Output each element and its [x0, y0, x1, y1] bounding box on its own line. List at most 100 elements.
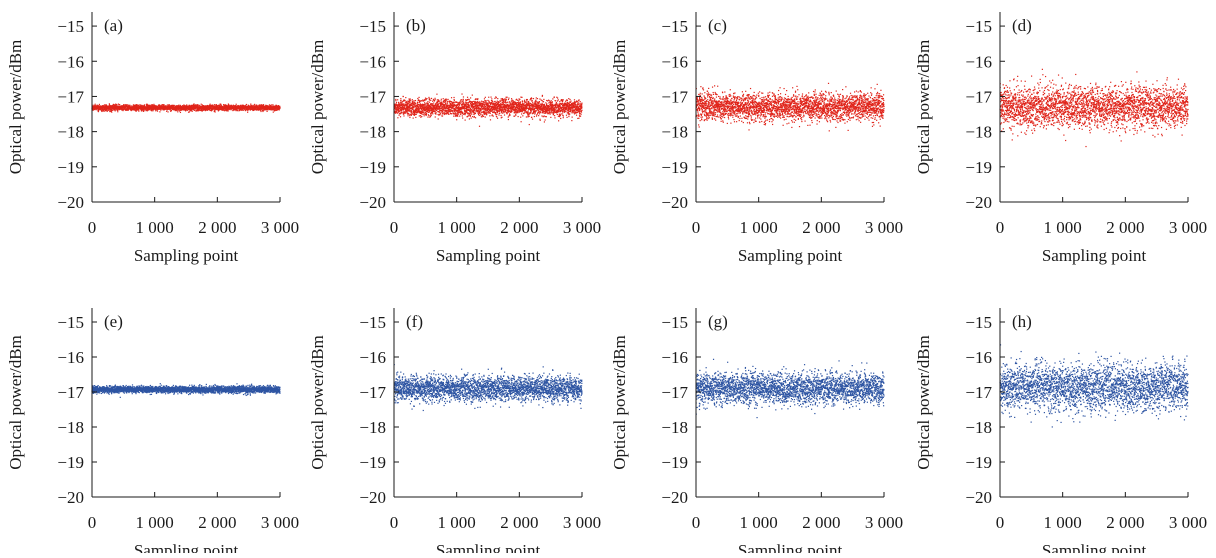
data-point [471, 111, 472, 112]
data-point [511, 111, 512, 112]
data-point [408, 114, 409, 115]
data-point [419, 115, 420, 116]
data-point [497, 118, 498, 119]
data-point [452, 110, 453, 111]
data-point [483, 116, 484, 117]
data-point [129, 105, 130, 106]
data-point [473, 101, 474, 102]
data-point [438, 118, 439, 119]
data-point [456, 119, 457, 120]
data-point [500, 115, 501, 116]
data-point [435, 99, 436, 100]
data-point [514, 110, 515, 111]
data-point [95, 104, 96, 105]
data-point [485, 102, 486, 103]
data-point [405, 97, 406, 98]
data-point [198, 104, 199, 105]
data-point [260, 110, 261, 111]
data-point [502, 113, 503, 114]
data-point [445, 101, 446, 102]
data-point [481, 109, 482, 110]
data-point [510, 102, 511, 103]
data-point [508, 107, 509, 108]
data-point [451, 113, 452, 114]
data-point [469, 105, 470, 106]
data-point [409, 111, 410, 112]
data-point [509, 101, 510, 102]
data-point [503, 111, 504, 112]
data-point [439, 114, 440, 115]
data-point [424, 115, 425, 116]
data-point [448, 112, 449, 113]
data-point [492, 100, 493, 101]
data-point [273, 104, 274, 105]
data-point [407, 111, 408, 112]
data-point [470, 115, 471, 116]
data-point [510, 110, 511, 111]
data-point [497, 108, 498, 109]
data-point [435, 111, 436, 112]
data-point [493, 116, 494, 117]
data-point [396, 102, 397, 103]
data-point [474, 116, 475, 117]
data-point [400, 98, 401, 99]
data-point [474, 109, 475, 110]
data-point [451, 101, 452, 102]
data-point [413, 106, 414, 107]
data-point [418, 107, 419, 108]
data-series [393, 93, 582, 126]
data-point [395, 99, 396, 100]
data-point [505, 100, 506, 101]
data-point [514, 106, 515, 107]
data-point [119, 104, 120, 105]
data-point [499, 113, 500, 114]
data-point [472, 101, 473, 102]
data-point [437, 99, 438, 100]
data-point [483, 106, 484, 107]
data-point [425, 103, 426, 104]
data-point [246, 104, 247, 105]
data-point [501, 98, 502, 99]
data-point [147, 110, 148, 111]
data-point [498, 114, 499, 115]
data-point [434, 98, 435, 99]
data-point [491, 103, 492, 104]
data-point [463, 99, 464, 100]
data-point [243, 110, 244, 111]
data-point [413, 109, 414, 110]
data-point [491, 98, 492, 99]
data-point [163, 104, 164, 105]
data-point [169, 104, 170, 105]
data-point [503, 100, 504, 101]
data-point [426, 114, 427, 115]
data-point [407, 115, 408, 116]
data-point [513, 107, 514, 108]
data-point [409, 102, 410, 103]
data-point [418, 104, 419, 105]
data-point [194, 110, 195, 111]
data-point [427, 117, 428, 118]
data-point [469, 118, 470, 119]
data-point [504, 114, 505, 115]
data-point [411, 115, 412, 116]
data-point [407, 103, 408, 104]
data-point [502, 108, 503, 109]
data-point [486, 114, 487, 115]
data-point [193, 103, 194, 104]
data-point [510, 114, 511, 115]
data-point [167, 111, 168, 112]
y-axis-label: Optical power/dBm [6, 40, 25, 175]
data-point [98, 111, 99, 112]
data-point [505, 102, 506, 103]
data-point [500, 100, 501, 101]
data-point [438, 104, 439, 105]
data-point [403, 114, 404, 115]
data-point [508, 98, 509, 99]
data-point [241, 110, 242, 111]
data-point [430, 103, 431, 104]
data-point [273, 112, 274, 113]
data-point [501, 105, 502, 106]
